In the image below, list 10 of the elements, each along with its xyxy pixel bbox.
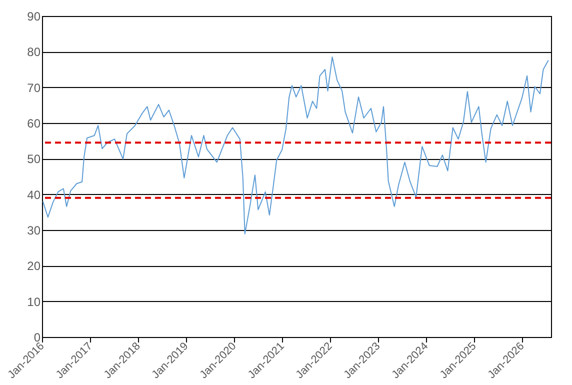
y-tick-label: 50	[27, 152, 41, 166]
y-tick-label: 90	[27, 10, 41, 24]
y-tick-label: 20	[27, 259, 41, 274]
y-tick-label: 70	[27, 80, 41, 95]
line-series	[42, 56, 549, 234]
y-tick-label: 10	[27, 294, 41, 309]
y-tick-label: 40	[27, 188, 41, 202]
y-tick-label: 30	[27, 224, 41, 238]
y-tick-label: 60	[27, 116, 41, 130]
y-tick-label: 80	[27, 45, 41, 60]
